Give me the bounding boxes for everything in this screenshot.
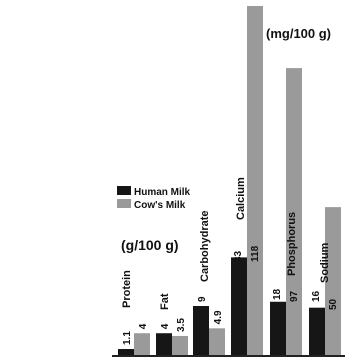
legend-swatch-human	[117, 186, 131, 195]
bar-human-calcium	[231, 257, 247, 355]
value-label-cow-carbohydrate: 4.9	[213, 310, 224, 324]
bar-cow-calcium	[247, 6, 263, 355]
unit-label-mg: (mg/100 g)	[266, 26, 331, 41]
bar-human-sodium	[309, 307, 325, 355]
bar-human-phosphorus	[270, 301, 286, 355]
bars-layer	[118, 6, 341, 355]
bar-cow-phosphorus	[286, 68, 302, 355]
value-label-human-protein: 1.1	[122, 331, 133, 345]
legend: Human Milk Cow's Milk	[117, 186, 191, 211]
category-label-fat: Fat	[159, 293, 171, 310]
bar-human-fat	[156, 333, 172, 355]
bar-cow-carbohydrate	[209, 328, 225, 355]
bar-cow-protein	[134, 333, 150, 355]
bar-cow-sodium	[325, 207, 341, 355]
unit-label-g: (g/100 g)	[121, 237, 179, 253]
category-label-sodium: Sodium	[319, 242, 331, 283]
bar-human-carbohydrate	[193, 306, 209, 355]
category-label-calcium: Calcium	[235, 177, 247, 220]
bar-human-protein	[118, 349, 134, 355]
value-label-cow-protein: 4	[138, 323, 149, 329]
value-label-cow-sodium: 50	[328, 298, 339, 310]
value-label-cow-calcium: 118	[250, 245, 261, 262]
legend-swatch-cow	[117, 199, 131, 208]
legend-label-cow: Cow's Milk	[134, 200, 186, 211]
category-label-protein: Protein	[121, 270, 133, 308]
bar-cow-fat	[172, 335, 188, 355]
value-label-cow-phosphorus: 97	[289, 290, 300, 302]
value-label-human-calcium: 33	[233, 250, 244, 262]
value-label-cow-fat: 3.5	[176, 318, 187, 332]
value-label-human-phosphorus: 18	[272, 288, 283, 300]
legend-label-human: Human Milk	[134, 187, 191, 198]
labels-layer: 1.1 4 Protein 4 3.5 Fat 9 4.9 Carbohydrate 33 118 C…	[121, 177, 339, 345]
category-label-carbohydrate: Carbohydrate	[199, 210, 211, 282]
category-label-phosphorus: Phosphorus	[286, 212, 298, 276]
value-label-human-carbohydrate: 9	[197, 296, 208, 302]
value-label-human-sodium: 16	[311, 290, 322, 302]
value-label-human-fat: 4	[160, 323, 171, 329]
